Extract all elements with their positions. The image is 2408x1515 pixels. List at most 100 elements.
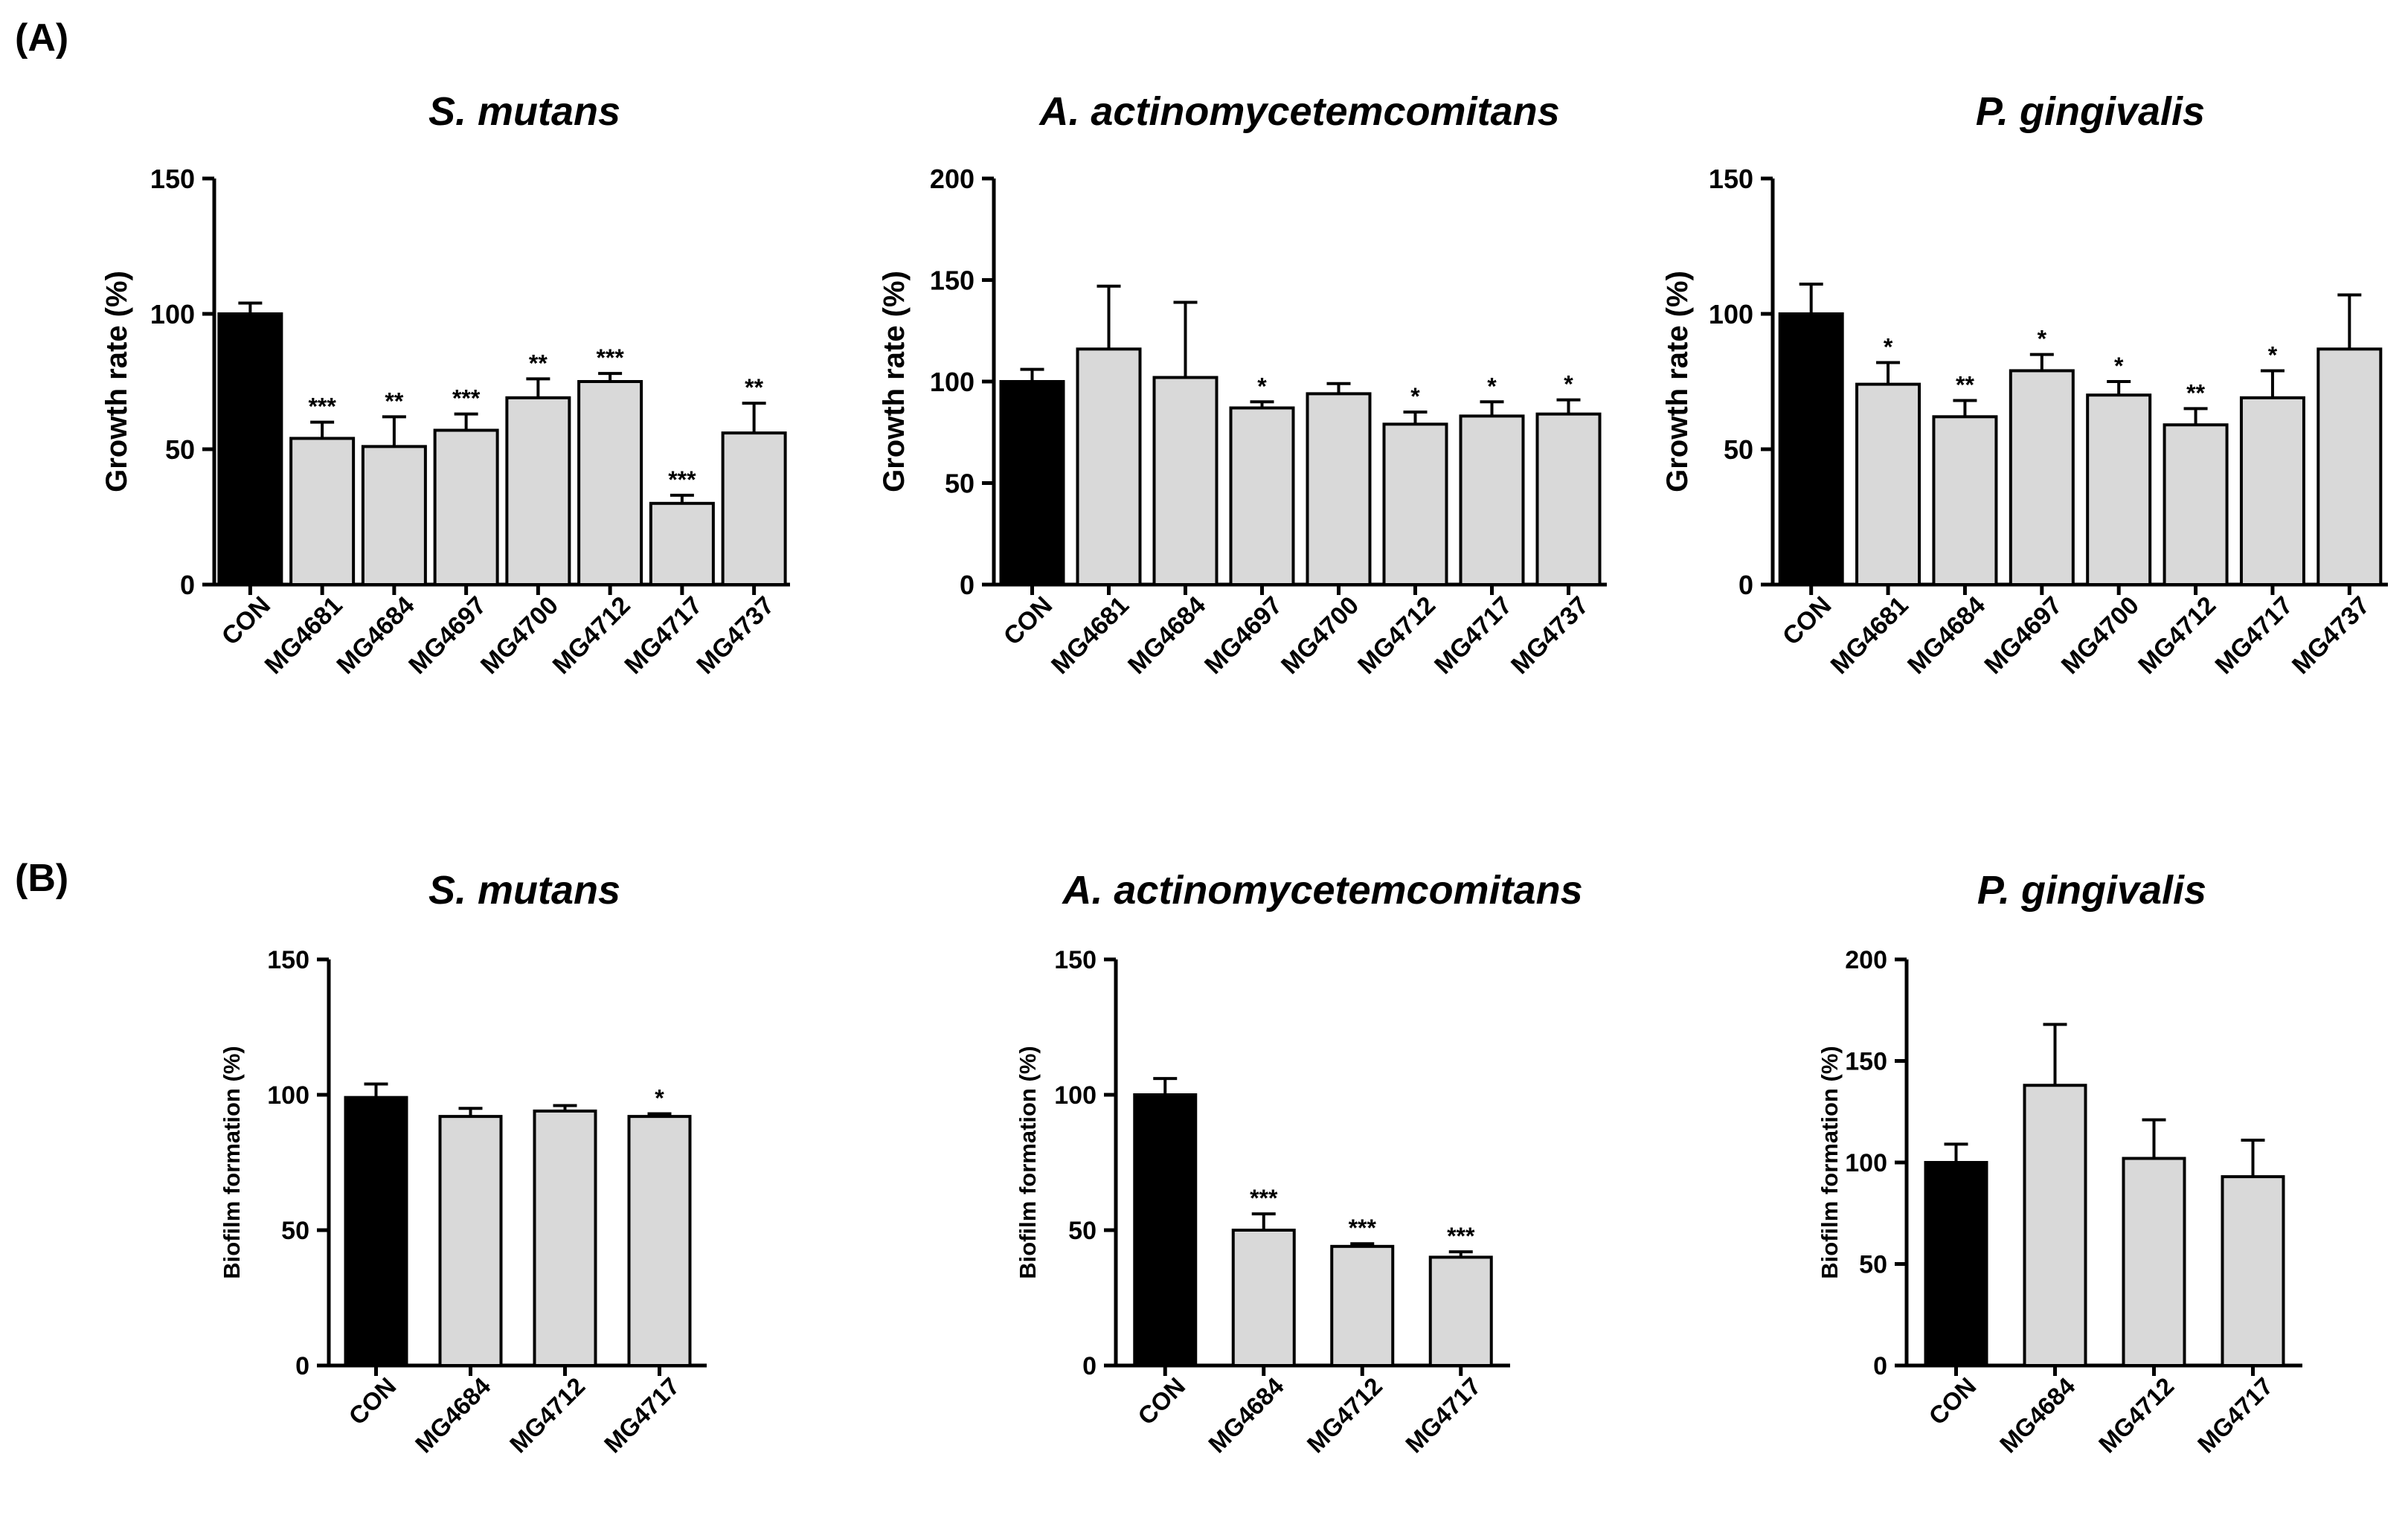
category-label: MG4712 [1302,1372,1388,1458]
y-axis-label: Growth rate (%) [100,271,133,492]
y-tick-label: 200 [1845,946,1887,974]
y-tick-label: 0 [180,570,195,600]
y-axis-label: Biofilm formation (%) [219,1046,245,1278]
chart-a3: P. gingivalis Growth rate (%) 0 50 100 150 CON… [1661,89,2388,680]
significance-marker: *** [308,393,336,420]
bar-con [1133,1093,1198,1367]
category-label: CON [343,1372,401,1430]
y-tick-label: 50 [1859,1251,1887,1279]
y-tick-label: 0 [1738,570,1753,600]
chart-title: P. gingivalis [1977,868,2206,913]
category-label: MG4684 [1203,1371,1289,1458]
category-label: MG4697 [1979,591,2067,680]
bar-con [999,380,1065,586]
significance-marker: *** [596,344,624,371]
significance-marker: * [2268,341,2278,368]
significance-marker: * [2038,326,2047,353]
y-tick-label: 150 [267,946,309,974]
bar-mg4697 [433,428,499,587]
category-label: MG4737 [2287,591,2375,680]
category-label: CON [1132,1372,1190,1430]
significance-marker: *** [668,466,696,493]
bar-mg4684 [1932,415,1998,586]
category-label: MG4697 [403,591,492,680]
bar-con [217,312,283,586]
category-label: MG4737 [691,591,780,680]
y-tick-label: 150 [1054,946,1097,974]
bar-mg4712 [2163,423,2229,586]
category-label: MG4737 [1506,591,1594,680]
y-tick-label: 150 [1845,1048,1887,1076]
category-label: MG4717 [619,591,707,680]
bar-mg4697 [1229,406,1295,586]
category-label: MG4684 [1902,591,1991,680]
y-tick-label: 0 [295,1352,309,1380]
y-tick-label: 0 [960,570,975,600]
significance-marker: * [1884,334,1893,361]
category-label: MG4712 [2093,1372,2180,1458]
bar-mg4681 [1855,382,1921,586]
category-label: MG4681 [1046,591,1134,680]
y-tick-label: 50 [281,1217,309,1245]
bar-mg4700 [1306,392,1372,586]
category-label: MG4697 [1199,591,1288,680]
bar-con [344,1096,408,1367]
bar-mg4717 [1459,414,1525,586]
y-axis-label: Growth rate (%) [878,271,911,492]
category-label: MG4681 [260,591,348,680]
bar-mg4717 [627,1115,692,1367]
y-tick-label: 100 [1709,299,1753,329]
bar-mg4717 [1428,1255,1493,1368]
chart-title: A. actinomycetemcomitans [1038,89,1559,134]
chart-b1: S. mutans Biofilm formation (%) 0 50 100 150 C… [219,868,707,1458]
panel-label-b: (B) [15,857,68,900]
bar-mg4684 [438,1115,503,1367]
category-label: MG4684 [410,1371,496,1458]
y-tick-label: 100 [267,1081,309,1110]
significance-marker: ** [2186,379,2205,406]
category-label: MG4684 [1123,591,1211,680]
significance-marker: * [1257,373,1267,399]
bar-con [1778,312,1844,586]
y-tick-label: 100 [1054,1081,1097,1110]
bar-con [1924,1161,1988,1367]
y-tick-label: 150 [150,164,195,194]
category-label: MG4712 [548,591,636,680]
bar-mg4697 [2009,369,2075,586]
y-tick-label: 100 [930,367,975,397]
category-label: MG4712 [504,1372,591,1458]
category-label: CON [216,591,276,651]
y-axis-label: Biofilm formation (%) [1817,1046,1843,1278]
bar-mg4712 [577,380,643,586]
category-label: MG4681 [1826,591,1914,680]
category-label: MG4717 [2210,591,2299,680]
bar-mg4700 [505,396,571,587]
category-label: MG4684 [331,591,420,680]
y-tick-label: 0 [1082,1352,1097,1380]
chart-title: A. actinomycetemcomitans [1061,868,1582,913]
bar-mg4681 [289,437,356,586]
significance-marker: * [1564,371,1573,398]
bar-mg4684 [1152,376,1219,586]
chart-a1: S. mutans Growth rate (%) 0 50 100 150 CON *** M… [100,89,790,680]
bar-mg4737 [721,431,787,586]
category-label: MG4712 [2133,591,2221,680]
significance-marker: ** [1956,371,1974,398]
category-label: MG4717 [2192,1372,2279,1458]
significance-marker: * [655,1084,664,1111]
significance-marker: * [1487,373,1497,399]
y-tick-label: 50 [165,434,195,465]
y-tick-label: 150 [930,265,975,295]
bar-mg4712 [1382,422,1448,587]
chart-b2: A. actinomycetemcomitans Biofilm formatio… [1015,868,1583,1458]
significance-marker: *** [452,385,481,412]
chart-a2: A. actinomycetemcomitans Growth rate (%) 0… [878,89,1607,680]
y-tick-label: 100 [1845,1149,1887,1177]
significance-marker: ** [385,387,403,414]
category-label: MG4700 [1276,591,1364,680]
chart-title: S. mutans [428,89,620,134]
bar-mg4717 [649,501,715,586]
category-label: MG4712 [1352,591,1441,680]
bar-mg4737 [1535,412,1602,586]
